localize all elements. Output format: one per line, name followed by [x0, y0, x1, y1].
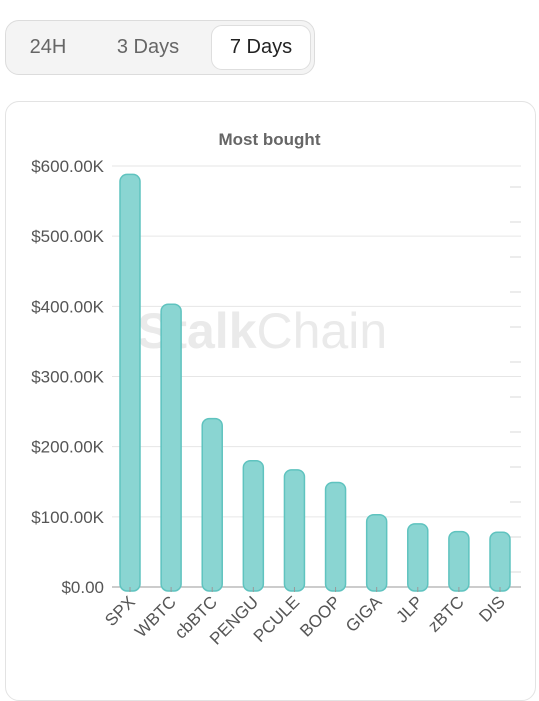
bar-giga	[365, 513, 388, 592]
bar-boop	[324, 481, 347, 592]
x-tick-label: SPX	[101, 592, 138, 629]
tab-24h[interactable]: 24H	[29, 36, 67, 58]
watermark: StalkChain	[137, 302, 387, 360]
timeframe-selector: 24H 3 Days 7 Days	[5, 20, 315, 75]
y-tick-label: $300.00K	[31, 368, 104, 387]
bar-wbtc	[160, 303, 182, 592]
x-tick-label: GIGA	[342, 592, 386, 636]
tab-3-days[interactable]: 3 Days	[116, 36, 180, 58]
y-tick-label: $0.00	[61, 578, 104, 597]
x-tick-label: PCULE	[250, 592, 304, 646]
x-tick-label: BOOP	[296, 592, 344, 640]
chart-card	[5, 101, 536, 701]
y-tick-label: $500.00K	[31, 227, 104, 246]
x-tick-label: zBTC	[424, 592, 467, 635]
bar-pengu	[242, 459, 265, 592]
watermark-part2: Chain	[256, 303, 388, 359]
x-tick-label: JLP	[392, 592, 426, 626]
y-tick-label: $100.00K	[31, 508, 104, 527]
bar-cbbtc	[201, 417, 223, 592]
y-tick-label: $600.00K	[31, 157, 104, 176]
x-tick-label: DIS	[475, 592, 508, 625]
bar-chart: $0.00 $100.00K $200.00K $300.00K $400.00K $50…	[31, 157, 521, 649]
bar-dis	[489, 531, 511, 592]
bar-jlp	[407, 523, 429, 592]
tab-7-days[interactable]: 7 Days	[211, 25, 311, 70]
bar-spx	[119, 173, 141, 592]
chart-title: Most bought	[218, 130, 321, 149]
y-tick-label: $400.00K	[31, 297, 104, 316]
bar-pcule	[283, 469, 306, 592]
x-tick-label: WBTC	[131, 592, 180, 641]
watermark-part1: Stalk	[137, 303, 257, 359]
y-tick-label: $200.00K	[31, 438, 104, 457]
bar-zbtc	[448, 530, 470, 592]
